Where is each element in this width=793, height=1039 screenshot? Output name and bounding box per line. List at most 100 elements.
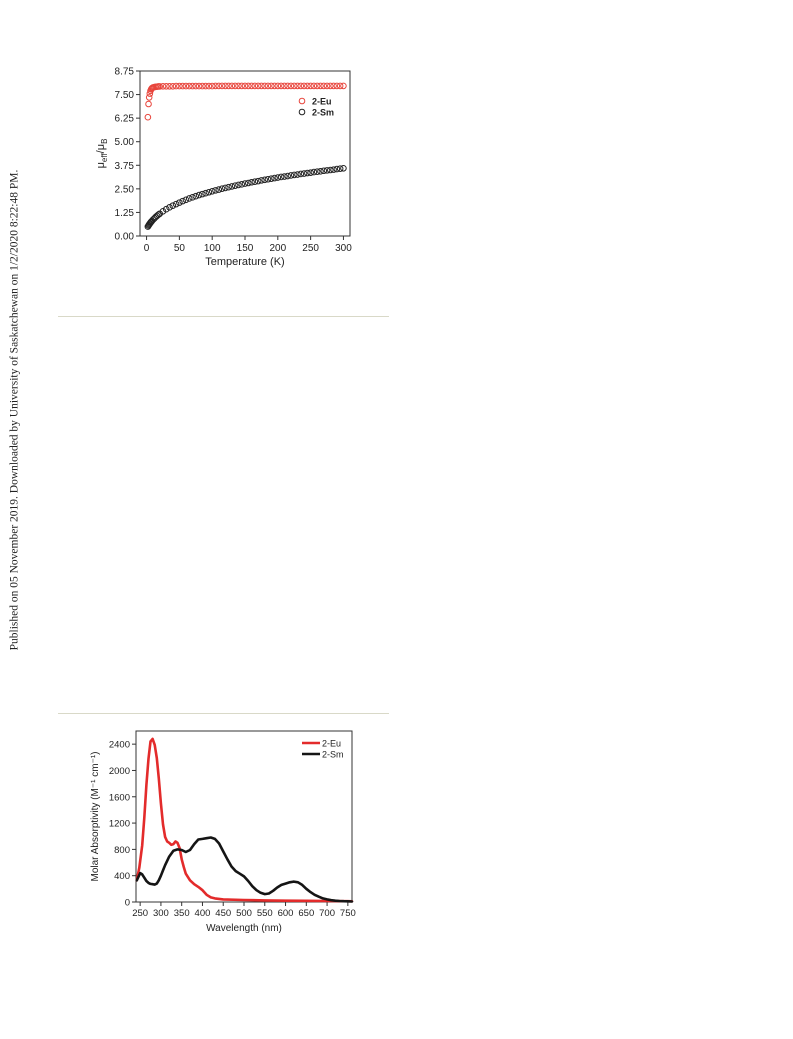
data-point xyxy=(195,82,203,90)
data-point xyxy=(208,82,216,90)
data-point xyxy=(218,82,226,90)
data-point xyxy=(313,82,321,90)
data-point xyxy=(297,82,305,90)
data-point xyxy=(222,82,229,90)
data-point xyxy=(159,207,167,215)
data-point xyxy=(231,182,239,189)
x-tick-label: 550 xyxy=(257,908,273,919)
data-point xyxy=(208,188,216,195)
data-point xyxy=(192,192,200,200)
y-tick-label: 2.50 xyxy=(115,184,135,195)
data-point xyxy=(267,175,275,182)
data-point xyxy=(330,166,337,173)
data-point xyxy=(294,82,301,90)
data-point xyxy=(327,82,334,90)
data-point xyxy=(300,170,308,177)
data-point xyxy=(281,82,288,90)
data-point xyxy=(145,100,152,108)
data-point xyxy=(182,196,190,204)
data-point xyxy=(145,94,153,101)
x-tick-label: 150 xyxy=(237,243,254,254)
data-point xyxy=(189,194,196,201)
magnetic-moment-chart: 0.00 1.25 2.50 3.75 5.00 6.25 7.50 8.75 0 50 100 15… xyxy=(95,67,352,269)
x-tick-label: 750 xyxy=(340,908,356,919)
data-point xyxy=(287,82,295,90)
data-point xyxy=(258,177,265,184)
data-point xyxy=(222,184,229,192)
data-point xyxy=(238,181,246,188)
data-point xyxy=(310,82,318,90)
data-point xyxy=(307,169,314,176)
legend-label: 2-Eu xyxy=(322,739,341,749)
figure-divider-bottom xyxy=(58,713,389,714)
x-tick-label: 300 xyxy=(153,908,169,919)
data-point xyxy=(159,82,167,90)
data-point xyxy=(199,82,206,90)
data-point xyxy=(241,82,249,90)
data-point xyxy=(274,174,282,181)
legend-label: 2-Eu xyxy=(312,97,332,107)
y-axis-title: Molar Absorptivity (M⁻¹ cm⁻¹) xyxy=(90,751,101,881)
y-axis-title: μeff/μB xyxy=(95,139,109,169)
data-point xyxy=(267,82,275,90)
y-axis-title-part: μ xyxy=(95,162,107,168)
data-point xyxy=(277,82,285,90)
data-point xyxy=(290,171,298,179)
data-point xyxy=(284,172,291,180)
data-point xyxy=(231,82,239,90)
data-point xyxy=(244,179,252,187)
data-point xyxy=(172,200,180,208)
data-point xyxy=(162,82,170,90)
data-point xyxy=(195,191,203,199)
y-axis-title-subscript: eff xyxy=(100,153,109,163)
data-point xyxy=(277,173,285,181)
y-tick-label: 3.75 xyxy=(115,161,135,172)
legend-label: 2-Sm xyxy=(322,750,344,760)
series-eu xyxy=(144,82,347,121)
data-point xyxy=(274,82,282,90)
data-point xyxy=(241,180,249,187)
data-point xyxy=(271,174,278,182)
y-tick-label: 7.50 xyxy=(115,90,135,101)
data-point xyxy=(254,82,262,90)
x-tick-label: 700 xyxy=(319,908,335,919)
data-point xyxy=(336,165,344,172)
data-point xyxy=(304,82,311,90)
data-point xyxy=(169,82,177,90)
data-point xyxy=(307,82,314,90)
data-point xyxy=(218,185,226,192)
data-point xyxy=(162,205,170,213)
y-tick-label: 2000 xyxy=(109,766,130,777)
data-point xyxy=(340,82,347,90)
data-point xyxy=(264,175,272,183)
data-point xyxy=(287,172,295,179)
data-point xyxy=(235,82,242,90)
data-point xyxy=(185,195,193,202)
x-tick-label: 0 xyxy=(144,243,150,254)
data-point xyxy=(281,173,288,180)
data-point xyxy=(182,82,190,90)
x-tick-label: 50 xyxy=(174,243,186,254)
series-line-sm xyxy=(135,836,354,903)
y-tick-label: 0 xyxy=(125,898,130,909)
figure-divider-top xyxy=(58,316,389,317)
data-point xyxy=(271,82,278,90)
data-point xyxy=(244,82,252,90)
data-point xyxy=(205,188,213,196)
y-tick-label: 2400 xyxy=(109,740,130,751)
y-tick-label: 0.00 xyxy=(115,232,135,243)
y-axis-title-subscript: B xyxy=(100,139,109,144)
data-point xyxy=(333,165,341,173)
x-tick-label: 500 xyxy=(236,908,252,919)
legend-marker xyxy=(298,97,306,105)
x-axis-title: Wavelength (nm) xyxy=(206,923,282,934)
data-point xyxy=(176,199,183,206)
series-line-eu xyxy=(135,737,354,903)
data-point xyxy=(189,82,196,90)
x-tick-label: 600 xyxy=(278,908,294,919)
data-point xyxy=(215,82,223,90)
data-point xyxy=(313,168,321,175)
y-tick-label: 6.25 xyxy=(115,114,135,125)
y-tick-label: 800 xyxy=(114,845,130,856)
